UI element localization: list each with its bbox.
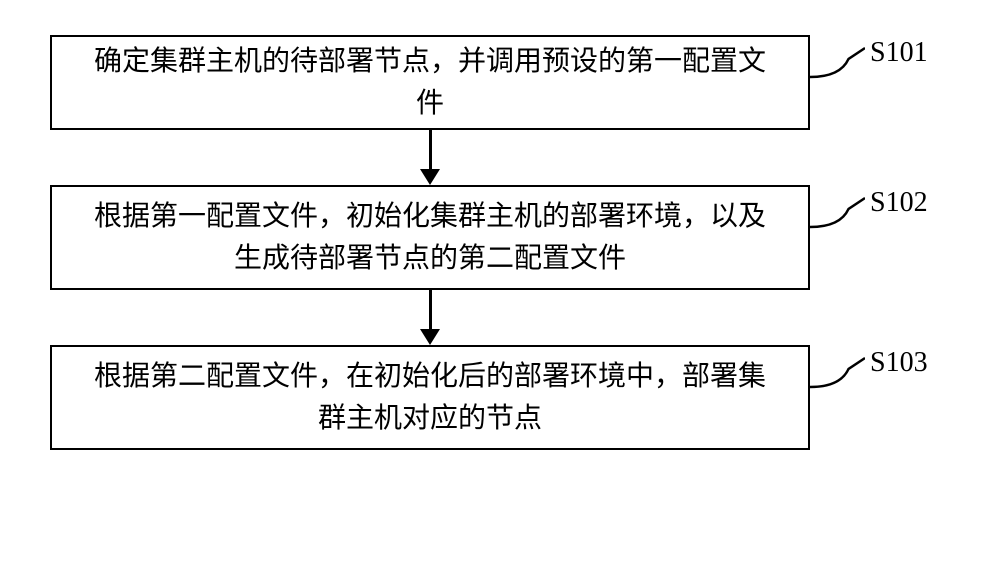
step-1-curve	[810, 45, 865, 80]
step-1-line2: 件	[416, 88, 444, 119]
step-3-line1: 根据第二配置文件，在初始化后的部署环境中，部署集	[94, 361, 766, 392]
step-1-connector: S101	[810, 45, 928, 80]
step-2-label: S102	[870, 187, 928, 219]
step-3-container: 根据第二配置文件，在初始化后的部署环境中，部署集 群主机对应的节点 S103	[50, 345, 950, 450]
step-3-line2: 群主机对应的节点	[318, 403, 542, 434]
step-1-box: 确定集群主机的待部署节点，并调用预设的第一配置文 件	[50, 35, 810, 130]
step-3-label: S103	[870, 347, 928, 379]
step-2-line2: 生成待部署节点的第二配置文件	[234, 243, 626, 274]
step-3-curve	[810, 355, 865, 390]
arrow-1-head	[420, 169, 440, 185]
step-2-container: 根据第一配置文件，初始化集群主机的部署环境，以及 生成待部署节点的第二配置文件 …	[50, 185, 950, 290]
step-1-container: 确定集群主机的待部署节点，并调用预设的第一配置文 件 S101	[50, 35, 950, 130]
step-2-box: 根据第一配置文件，初始化集群主机的部署环境，以及 生成待部署节点的第二配置文件	[50, 185, 810, 290]
step-2-line1: 根据第一配置文件，初始化集群主机的部署环境，以及	[94, 201, 766, 232]
step-3-box: 根据第二配置文件，在初始化后的部署环境中，部署集 群主机对应的节点	[50, 345, 810, 450]
arrow-1-line	[429, 130, 432, 169]
arrow-2-head	[420, 329, 440, 345]
arrow-1	[50, 130, 810, 185]
step-1-label: S101	[870, 37, 928, 69]
flowchart-container: 确定集群主机的待部署节点，并调用预设的第一配置文 件 S101 根据第一配置文件…	[50, 35, 950, 450]
arrow-2	[50, 290, 810, 345]
step-3-connector: S103	[810, 355, 928, 390]
step-2-curve	[810, 195, 865, 230]
arrow-2-line	[429, 290, 432, 329]
step-1-text: 确定集群主机的待部署节点，并调用预设的第一配置文 件	[94, 41, 766, 125]
step-3-text: 根据第二配置文件，在初始化后的部署环境中，部署集 群主机对应的节点	[94, 356, 766, 440]
step-1-line1: 确定集群主机的待部署节点，并调用预设的第一配置文	[94, 46, 766, 77]
step-2-connector: S102	[810, 195, 928, 230]
step-2-text: 根据第一配置文件，初始化集群主机的部署环境，以及 生成待部署节点的第二配置文件	[94, 196, 766, 280]
